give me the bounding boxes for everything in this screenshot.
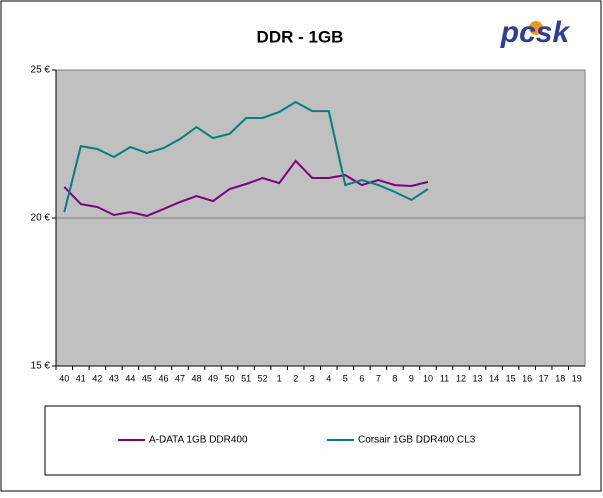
x-tick-label: 12 <box>456 373 466 383</box>
x-tick-label: 45 <box>142 373 152 383</box>
x-tick-label: 5 <box>343 373 348 383</box>
x-tick-label: 52 <box>258 373 268 383</box>
x-tick-label: 51 <box>241 373 251 383</box>
x-tick-label: 15 <box>506 373 516 383</box>
x-tick-label: 9 <box>409 373 414 383</box>
series-line <box>63 100 429 213</box>
x-tick-label: 16 <box>522 373 532 383</box>
x-tick-label: 14 <box>489 373 499 383</box>
x-tick-label: 13 <box>473 373 483 383</box>
x-tick-label: 44 <box>125 373 135 383</box>
x-tick-label: 40 <box>59 373 69 383</box>
x-tick-label: 3 <box>310 373 315 383</box>
x-tick-label: 6 <box>359 373 364 383</box>
x-tick-label: 41 <box>76 373 86 383</box>
x-tick-label: 42 <box>92 373 102 383</box>
x-tick-label: 4 <box>326 373 331 383</box>
logo: pcsk <box>500 16 571 49</box>
x-tick-label: 18 <box>555 373 565 383</box>
y-tick-label: 25 € <box>31 65 51 76</box>
x-tick-label: 50 <box>225 373 235 383</box>
legend-label: Corsair 1GB DDR400 CL3 <box>358 435 476 446</box>
y-tick-label: 20 € <box>31 213 51 224</box>
x-tick-label: 43 <box>109 373 119 383</box>
x-tick-label: 48 <box>192 373 202 383</box>
x-tick-label: 8 <box>392 373 397 383</box>
x-tick-label: 7 <box>376 373 381 383</box>
x-tick-label: 1 <box>277 373 282 383</box>
y-tick-label: 15 € <box>31 361 51 372</box>
logo-flame <box>529 21 543 35</box>
x-tick-label: 2 <box>293 373 298 383</box>
chart-title: DDR - 1GB <box>257 27 344 46</box>
x-tick-label: 17 <box>539 373 549 383</box>
x-tick-label: 49 <box>208 373 218 383</box>
x-tick-label: 10 <box>423 373 433 383</box>
legend-label: A-DATA 1GB DDR400 <box>149 435 248 446</box>
x-tick-label: 11 <box>440 373 449 383</box>
x-tick-label: 47 <box>175 373 185 383</box>
series-line <box>63 159 429 217</box>
x-tick-label: 46 <box>158 373 168 383</box>
x-tick-label: 19 <box>572 373 582 383</box>
